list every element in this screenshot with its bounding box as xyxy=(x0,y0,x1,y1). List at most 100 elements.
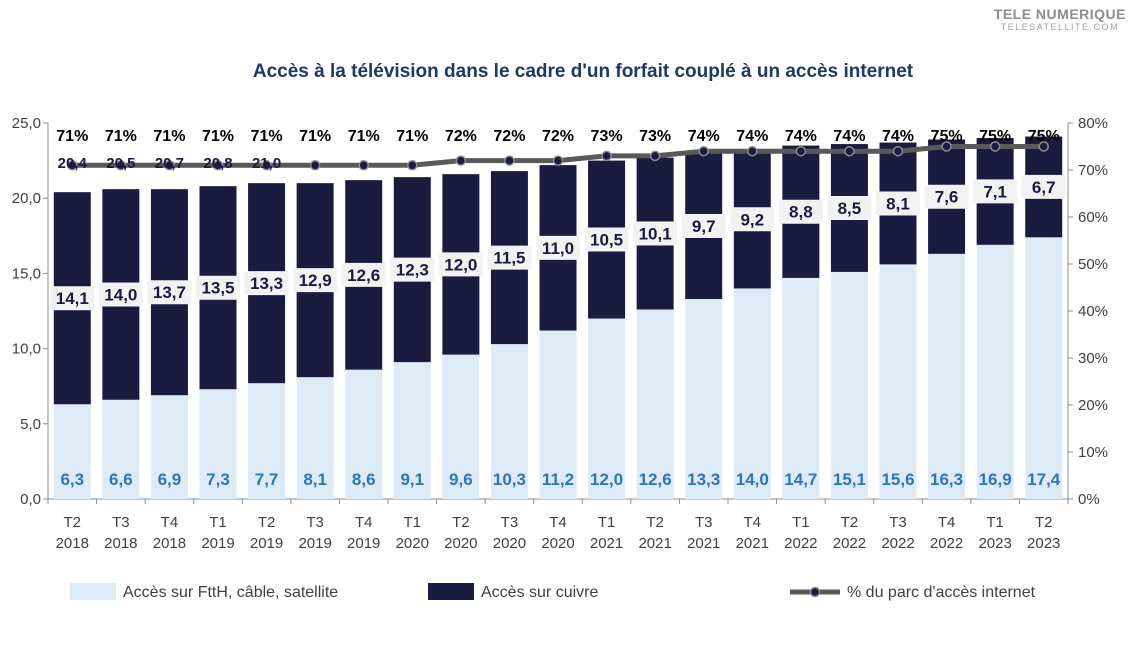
label-cuivre-box xyxy=(341,262,386,287)
legend-label-parc: % du parc d'accès internet xyxy=(847,584,1036,601)
bar-ftth xyxy=(782,277,820,499)
x-tick-label: T4 2020 xyxy=(541,514,574,552)
x-tick-label: T1 2022 xyxy=(784,514,817,552)
label-cuivre: 12,3 xyxy=(396,261,429,280)
label-ftth: 15,6 xyxy=(881,470,914,489)
label-ftth: 7,3 xyxy=(206,470,230,489)
bar-ftth xyxy=(393,362,431,499)
label-cuivre: 14,1 xyxy=(56,289,89,308)
y-right-tick-label: 20% xyxy=(1078,397,1108,414)
bar-ftth xyxy=(150,395,188,499)
bar-ftth xyxy=(830,271,868,499)
watermark-logo: TELE NUMERIQUE TELESATELLITE.COM xyxy=(994,6,1126,32)
y-right-tick-label: 80% xyxy=(1078,115,1108,132)
label-cuivre-box xyxy=(98,282,143,307)
y-right-tick-label: 0% xyxy=(1078,491,1100,508)
y-left-tick-label: 5,0 xyxy=(20,416,41,433)
label-percent: 74% xyxy=(833,128,865,145)
label-ftth: 13,3 xyxy=(687,470,720,489)
y-left-tick-label: 20,0 xyxy=(12,190,41,207)
label-ftth: 12,0 xyxy=(590,470,623,489)
label-percent: 72% xyxy=(493,128,525,145)
label-percent: 73% xyxy=(591,128,623,145)
label-cuivre-box xyxy=(730,207,775,232)
x-tick-label: T2 2019 xyxy=(250,514,283,552)
label-ftth: 12,6 xyxy=(639,470,672,489)
label-percent: 72% xyxy=(542,128,574,145)
label-percent: 73% xyxy=(639,128,671,145)
label-cuivre: 10,5 xyxy=(590,231,623,250)
bar-ftth xyxy=(685,298,723,499)
label-cuivre-box xyxy=(681,214,726,239)
label-percent: 75% xyxy=(1028,128,1060,145)
label-cuivre-box xyxy=(244,271,289,296)
label-cuivre-box xyxy=(293,268,338,293)
y-left-tick-label: 25,0 xyxy=(12,115,41,132)
label-cuivre: 11,5 xyxy=(493,249,525,268)
line-point xyxy=(212,160,224,171)
label-percent: 71% xyxy=(299,128,331,145)
label-ftth: 16,9 xyxy=(979,470,1012,489)
label-percent: 74% xyxy=(785,128,817,145)
x-tick-label: T3 2021 xyxy=(687,514,720,552)
label-percent: 71% xyxy=(202,128,234,145)
y-left-tick-label: 0,0 xyxy=(20,491,41,508)
label-cuivre-box xyxy=(438,252,483,277)
label-ftth: 8,1 xyxy=(303,470,327,489)
bar-ftth xyxy=(636,309,674,499)
x-tick-label: T2 2020 xyxy=(444,514,477,552)
line-point xyxy=(309,160,321,171)
x-tick-label: T3 2019 xyxy=(298,514,331,552)
bars xyxy=(53,136,1063,499)
x-tick-label: T1 2019 xyxy=(201,514,234,552)
x-tick-label: T2 2022 xyxy=(833,514,866,552)
x-tick-label: T3 2018 xyxy=(104,514,137,552)
bar-ftth xyxy=(928,253,966,499)
x-tick-label: T2 2021 xyxy=(638,514,671,552)
label-cuivre: 9,2 xyxy=(740,210,764,229)
line-point xyxy=(747,145,758,157)
label-cuivre: 9,7 xyxy=(692,217,716,236)
total-label: 20,8 xyxy=(203,155,232,172)
label-percent: 74% xyxy=(882,128,914,145)
label-cuivre: 14,0 xyxy=(104,285,137,304)
bar-ftth xyxy=(733,288,771,499)
legend-marker-parc xyxy=(809,586,821,598)
label-percent: 71% xyxy=(396,128,428,145)
label-cuivre: 13,7 xyxy=(153,283,186,302)
y-right-tick-label: 40% xyxy=(1078,303,1108,320)
bar-ftth xyxy=(490,344,528,499)
label-cuivre-box xyxy=(778,199,823,224)
line-point xyxy=(261,160,272,171)
label-cuivre: 10,1 xyxy=(639,225,672,244)
line-point xyxy=(455,155,467,166)
y-right-tick-label: 60% xyxy=(1078,209,1108,226)
x-tick-label: T2 2023 xyxy=(1027,514,1060,552)
line-point xyxy=(844,145,855,157)
label-percent: 74% xyxy=(688,128,720,145)
label-ftth: 17,4 xyxy=(1027,470,1061,489)
line-point xyxy=(649,150,661,162)
label-cuivre: 7,6 xyxy=(935,188,959,207)
label-ftth: 11,2 xyxy=(542,470,574,489)
line-point xyxy=(941,141,952,152)
legend-swatch-cuivre xyxy=(428,583,474,600)
label-cuivre: 6,7 xyxy=(1032,178,1056,197)
x-tick-label: T3 2022 xyxy=(881,514,914,552)
legend: Accès sur FttH, câble, satellite Accès su… xyxy=(70,583,1036,601)
line-point xyxy=(504,155,515,166)
label-ftth: 7,7 xyxy=(255,470,279,489)
label-cuivre-box xyxy=(973,179,1018,204)
label-cuivre-box xyxy=(196,275,240,300)
label-percent: 71% xyxy=(56,128,88,145)
y-left-tick-label: 15,0 xyxy=(12,265,41,282)
label-cuivre: 8,5 xyxy=(838,199,862,218)
y-right-tick-label: 10% xyxy=(1078,444,1108,461)
bar-ftth xyxy=(1025,237,1063,499)
bar-ftth xyxy=(345,369,383,499)
label-cuivre-box xyxy=(390,257,435,282)
bar-ftth xyxy=(199,389,237,499)
total-label: 20,5 xyxy=(106,155,135,172)
x-tick-label: T4 2018 xyxy=(153,514,186,552)
label-ftth: 9,1 xyxy=(400,470,424,489)
